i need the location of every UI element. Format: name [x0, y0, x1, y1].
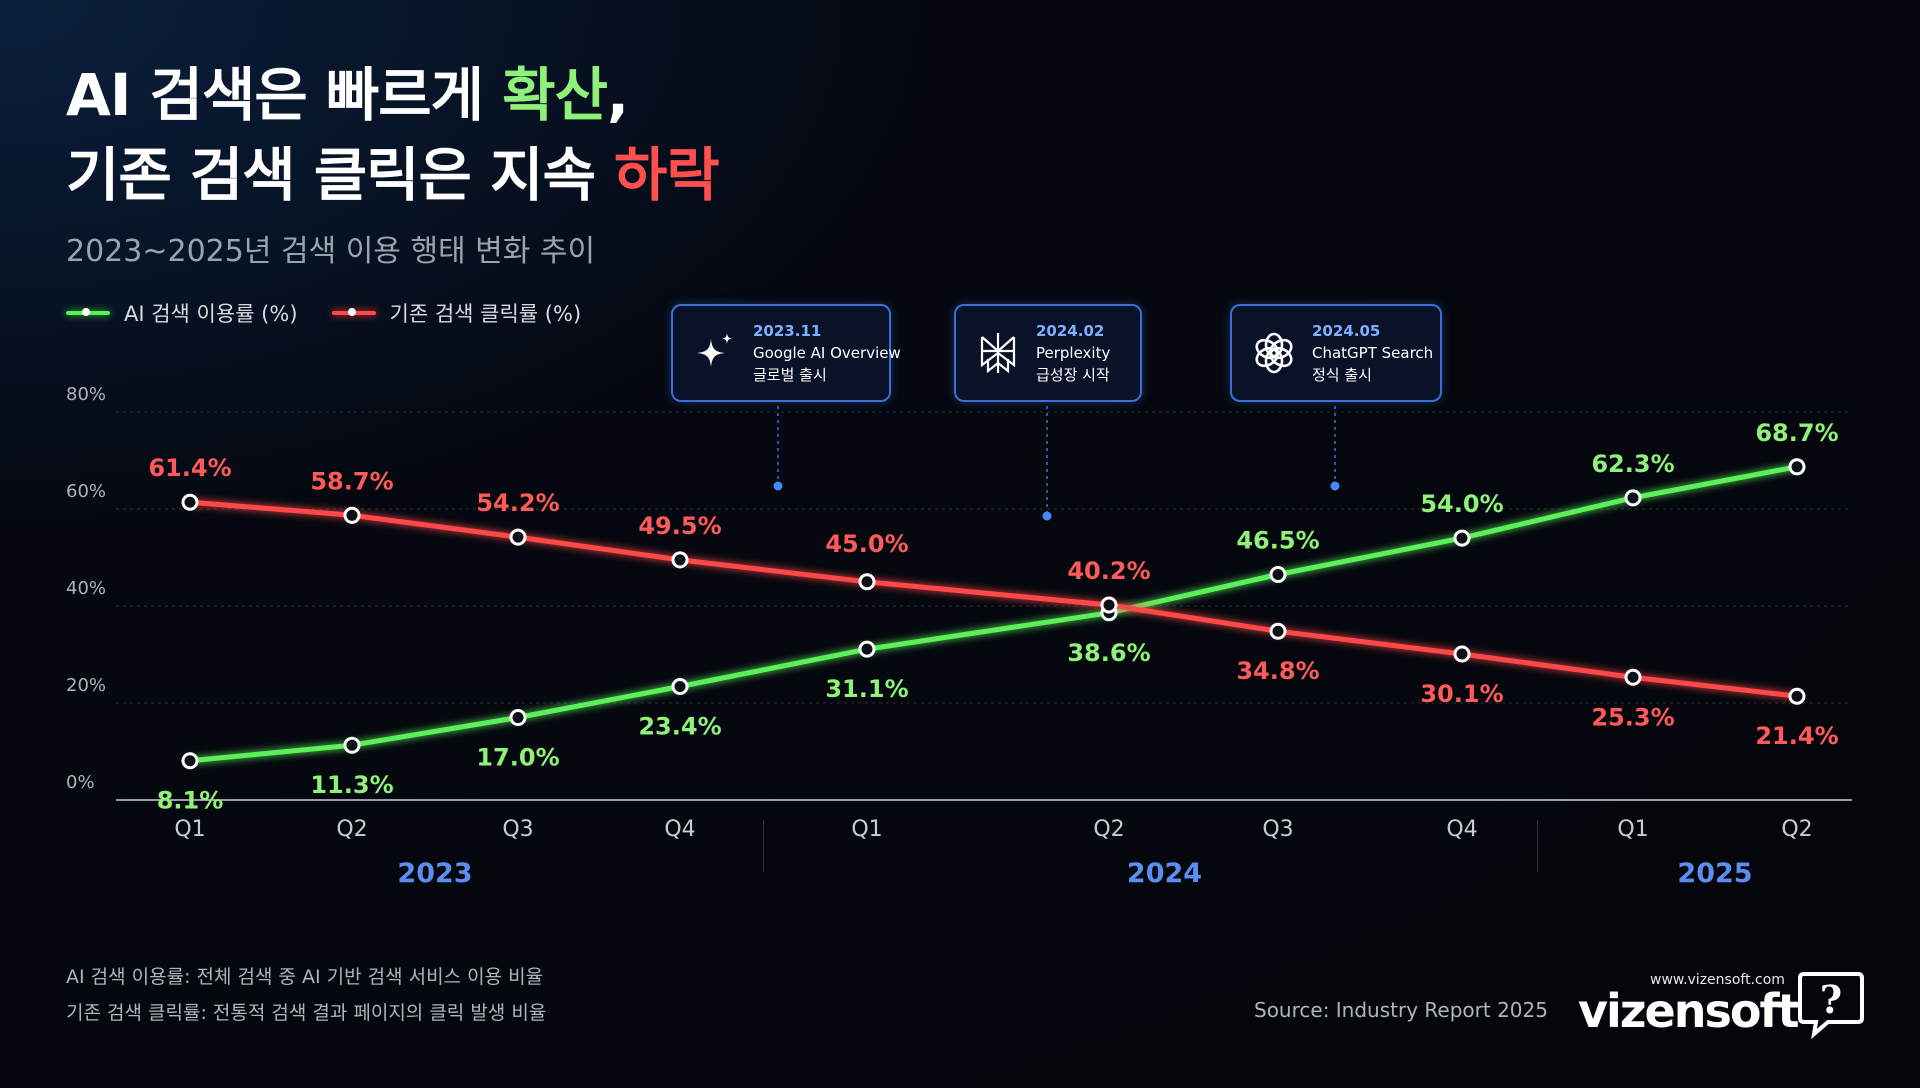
- legend: AI 검색 이용률 (%) 기존 검색 클릭률 (%): [66, 298, 615, 328]
- page-title: AI 검색은 빠르게 확산, 기존 검색 클릭은 지속 하락: [66, 55, 720, 215]
- callout-chatgpt-search: 2024.05 ChatGPT Search 정식 출시: [1230, 304, 1442, 402]
- data-label: 25.3%: [1591, 703, 1674, 731]
- callout-line2: 급성장 시작: [1036, 366, 1110, 384]
- data-label: 54.2%: [476, 489, 559, 517]
- x-tick-label: Q1: [1617, 817, 1648, 842]
- speech-bubble-question-icon: ?: [1798, 972, 1864, 1040]
- data-point: [509, 528, 527, 546]
- data-label: 17.0%: [476, 744, 559, 772]
- data-label: 31.1%: [825, 675, 908, 703]
- brand-url: www.vizensoft.com: [1650, 972, 1785, 988]
- subtitle: 2023~2025년 검색 이용 행태 변화 추이: [66, 234, 596, 269]
- data-label: 40.2%: [1067, 557, 1150, 585]
- callout-connector-dot: [1330, 481, 1340, 491]
- data-label: 45.0%: [825, 530, 908, 558]
- x-tick-label: Q1: [174, 817, 205, 842]
- legend-label-click: 기존 검색 클릭률 (%): [389, 302, 582, 326]
- data-point: [1453, 529, 1471, 547]
- sparkle-icon: [697, 333, 732, 367]
- x-tick-label: Q2: [336, 817, 367, 842]
- data-label: 58.7%: [310, 467, 393, 495]
- callout-perplexity: 2024.02 Perplexity 급성장 시작: [954, 304, 1142, 402]
- data-label: 30.1%: [1420, 680, 1503, 708]
- legend-line-green: [66, 308, 110, 316]
- data-label: 34.8%: [1236, 657, 1319, 685]
- data-point: [509, 709, 527, 727]
- data-point: [858, 640, 876, 658]
- data-point: [1100, 596, 1118, 614]
- data-point: [1788, 687, 1806, 705]
- title-line2: 기존 검색 클릭은 지속: [66, 141, 615, 209]
- data-label: 61.4%: [148, 454, 231, 482]
- series-line-ai: [187, 464, 1800, 764]
- data-point: [181, 752, 199, 770]
- data-point: [1269, 622, 1287, 640]
- year-label: 2023: [397, 858, 472, 889]
- data-point: [1624, 489, 1642, 507]
- source-label: Source: Industry Report 2025: [1254, 998, 1548, 1022]
- title-line1: AI 검색은 빠르게: [66, 61, 503, 129]
- x-tick-label: Q4: [664, 817, 695, 842]
- legend-line-red: [331, 308, 376, 316]
- footnote-ai-rate: AI 검색 이용률: 전체 검색 중 AI 기반 검색 서비스 이용 비율: [66, 966, 544, 988]
- data-label: 68.7%: [1755, 419, 1838, 447]
- callout-line2: 글로벌 출시: [753, 366, 827, 384]
- data-point: [343, 736, 361, 754]
- y-tick-label: 0%: [66, 772, 95, 793]
- callout-date: 2023.11: [753, 322, 822, 340]
- x-tick-label: Q3: [502, 817, 533, 842]
- x-tick-label: Q2: [1781, 817, 1812, 842]
- year-label: 2025: [1677, 858, 1752, 889]
- data-label: 62.3%: [1591, 450, 1674, 478]
- series-line-click: [187, 499, 1800, 699]
- data-point: [181, 493, 199, 511]
- svg-text:?: ?: [1820, 977, 1842, 1022]
- callout-date: 2024.05: [1312, 322, 1381, 340]
- legend-item-ai: AI 검색 이용률 (%): [66, 298, 298, 328]
- callout-date: 2024.02: [1036, 322, 1105, 340]
- title-highlight-spread: 확산: [502, 61, 608, 129]
- x-tick-label: Q2: [1093, 817, 1124, 842]
- callout-line1: Google AI Overview: [753, 344, 901, 362]
- data-point: [671, 678, 689, 696]
- data-point: [1624, 668, 1642, 686]
- data-label: 23.4%: [638, 713, 721, 741]
- data-label: 46.5%: [1236, 526, 1319, 554]
- y-tick-label: 40%: [66, 578, 106, 599]
- data-point: [1788, 458, 1806, 476]
- x-tick-label: Q4: [1446, 817, 1477, 842]
- callout-connector-dot: [1042, 511, 1052, 521]
- callout-line1: ChatGPT Search: [1312, 344, 1434, 362]
- openai-icon: [1255, 332, 1293, 374]
- title-highlight-decline: 하락: [614, 141, 720, 209]
- year-label: 2024: [1127, 858, 1202, 889]
- data-point: [1269, 565, 1287, 583]
- callout-line1: Perplexity: [1036, 344, 1111, 362]
- y-tick-label: 60%: [66, 481, 106, 502]
- callout-line2: 정식 출시: [1312, 366, 1372, 384]
- data-point: [343, 506, 361, 524]
- perplexity-icon: [980, 333, 1016, 374]
- callout-connector-dot: [773, 481, 783, 491]
- y-tick-label: 80%: [66, 384, 106, 405]
- data-point: [671, 551, 689, 569]
- brand-logo: vizensoft: [1578, 984, 1799, 1038]
- data-label: 8.1%: [157, 787, 224, 815]
- data-label: 49.5%: [638, 512, 721, 540]
- data-label: 21.4%: [1755, 722, 1838, 750]
- data-label: 54.0%: [1420, 490, 1503, 518]
- x-tick-label: Q3: [1262, 817, 1293, 842]
- footnote-click-rate: 기존 검색 클릭률: 전통적 검색 결과 페이지의 클릭 발생 비율: [66, 1002, 547, 1024]
- y-tick-label: 20%: [66, 675, 106, 696]
- legend-label-ai: AI 검색 이용률 (%): [124, 302, 298, 326]
- data-point: [1453, 645, 1471, 663]
- x-tick-label: Q1: [851, 817, 882, 842]
- callout-google-ai-overview: 2023.11 Google AI Overview 글로벌 출시: [671, 304, 901, 402]
- title-comma: ,: [606, 61, 629, 129]
- data-label: 11.3%: [310, 771, 393, 799]
- data-label: 38.6%: [1067, 639, 1150, 667]
- legend-item-click: 기존 검색 클릭률 (%): [331, 298, 582, 328]
- data-point: [858, 573, 876, 591]
